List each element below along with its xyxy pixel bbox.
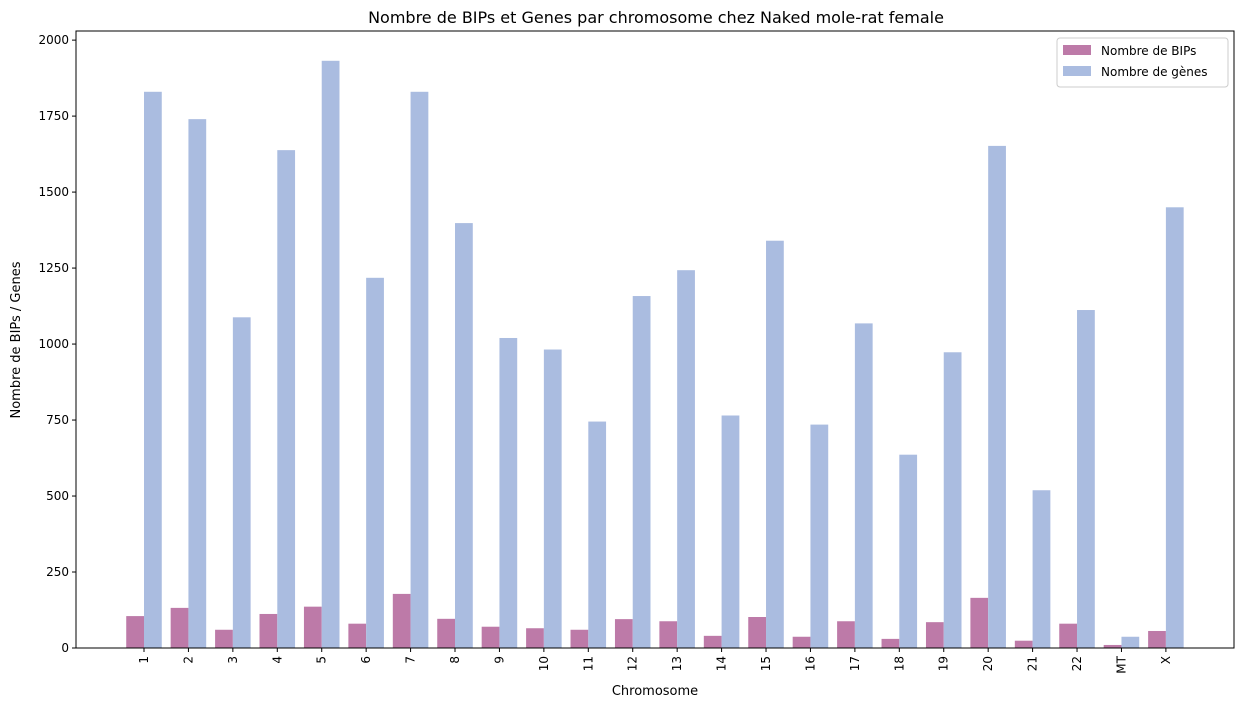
y-tick-label: 1750 [38, 109, 69, 123]
bar-genes [188, 119, 207, 648]
bar-genes [366, 277, 384, 648]
bar-bips [392, 593, 411, 648]
bar-bips [748, 617, 767, 648]
bar-bips [792, 636, 811, 648]
x-tick-label: 9 [492, 656, 506, 664]
bar-genes [943, 352, 962, 648]
bar-bips [703, 635, 722, 648]
x-tick-label: MT [1114, 655, 1128, 673]
bar-bips [970, 597, 989, 648]
y-tick-label: 1000 [38, 337, 69, 351]
bar-genes [232, 317, 251, 648]
bar-genes [899, 454, 918, 648]
x-tick-label: 19 [937, 656, 951, 671]
bar-genes [854, 323, 873, 648]
bar-bips [837, 621, 855, 648]
bar-bips [126, 616, 144, 648]
bar-genes [410, 91, 429, 649]
bar-genes [810, 424, 829, 648]
x-tick-label: 18 [892, 656, 906, 671]
bar-genes [144, 91, 162, 649]
x-tick-label: 11 [581, 656, 595, 671]
bar-genes [455, 223, 473, 648]
legend-label: Nombre de BIPs [1101, 44, 1196, 58]
bar-bips [1059, 623, 1078, 648]
y-tick-label: 500 [46, 489, 69, 503]
x-tick-label: 14 [715, 656, 729, 671]
x-tick-label: 10 [537, 656, 551, 671]
legend-label: Nombre de gènes [1101, 65, 1208, 79]
bar-bips [881, 638, 900, 648]
legend-swatch [1063, 66, 1091, 76]
bar-bips [526, 628, 544, 648]
x-tick-label: 2 [181, 656, 195, 664]
legend-box [1056, 37, 1229, 88]
x-tick-label: 13 [670, 656, 684, 671]
bar-genes [1165, 207, 1184, 649]
y-tick-label: 1500 [38, 185, 69, 199]
x-tick-label: 7 [404, 656, 418, 664]
x-tick-label: 12 [626, 656, 640, 671]
bar-genes [588, 421, 607, 648]
bar-bips [215, 629, 233, 648]
axes-frame [75, 30, 1235, 649]
bar-genes [1121, 636, 1140, 648]
bar-bips [570, 629, 589, 648]
bar-bips [1014, 640, 1033, 648]
x-tick-label: 21 [1026, 656, 1040, 671]
bar-bips [170, 607, 189, 648]
bar-bips [303, 606, 322, 648]
bar-bips [1103, 644, 1122, 648]
x-tick-label: 15 [759, 656, 773, 671]
x-tick-label: 4 [270, 656, 284, 664]
bar-genes [988, 145, 1006, 648]
bar-bips [437, 618, 456, 648]
x-tick-label: 17 [848, 656, 862, 671]
x-tick-label: 1 [137, 656, 151, 664]
bar-genes [766, 240, 784, 648]
bar-genes [677, 270, 695, 648]
x-tick-label: 5 [315, 656, 329, 664]
bar-genes [499, 337, 518, 648]
legend: Nombre de BIPs Nombre de gènes [1056, 37, 1229, 88]
bar-genes [1077, 310, 1095, 648]
x-tick-label: 16 [803, 656, 817, 671]
y-axis-label: Nombre de BIPs / Genes [9, 261, 24, 418]
x-tick-label: X [1159, 656, 1173, 664]
x-tick-label: 22 [1070, 656, 1084, 671]
bar-bips [481, 626, 500, 648]
x-tick-label: 3 [226, 656, 240, 664]
y-tick-label: 750 [46, 413, 69, 427]
x-tick-label: 8 [448, 656, 462, 664]
bar-genes [543, 349, 562, 648]
chart-title: Nombre de BIPs et Genes par chromosome c… [368, 8, 944, 27]
x-axis-label: Chromosome [612, 684, 698, 699]
bar-genes [321, 60, 340, 649]
y-tick-label: 2000 [38, 33, 69, 47]
bar-genes [721, 415, 740, 648]
bar-bips [659, 621, 678, 648]
bar-genes [1032, 490, 1051, 648]
y-tick-label: 250 [46, 565, 69, 579]
bar-bips [259, 613, 278, 648]
bar-bips [614, 619, 633, 648]
legend-swatch [1063, 45, 1091, 55]
bar-bips [348, 623, 367, 648]
bar-bips [1148, 630, 1166, 648]
x-tick-label: 6 [359, 656, 373, 664]
y-tick-label: 1250 [38, 261, 69, 275]
bar-bips [925, 622, 944, 648]
bar-genes [632, 296, 651, 648]
y-tick-label: 0 [61, 641, 69, 655]
bar-genes [277, 150, 296, 648]
x-tick-label: 20 [981, 656, 995, 671]
